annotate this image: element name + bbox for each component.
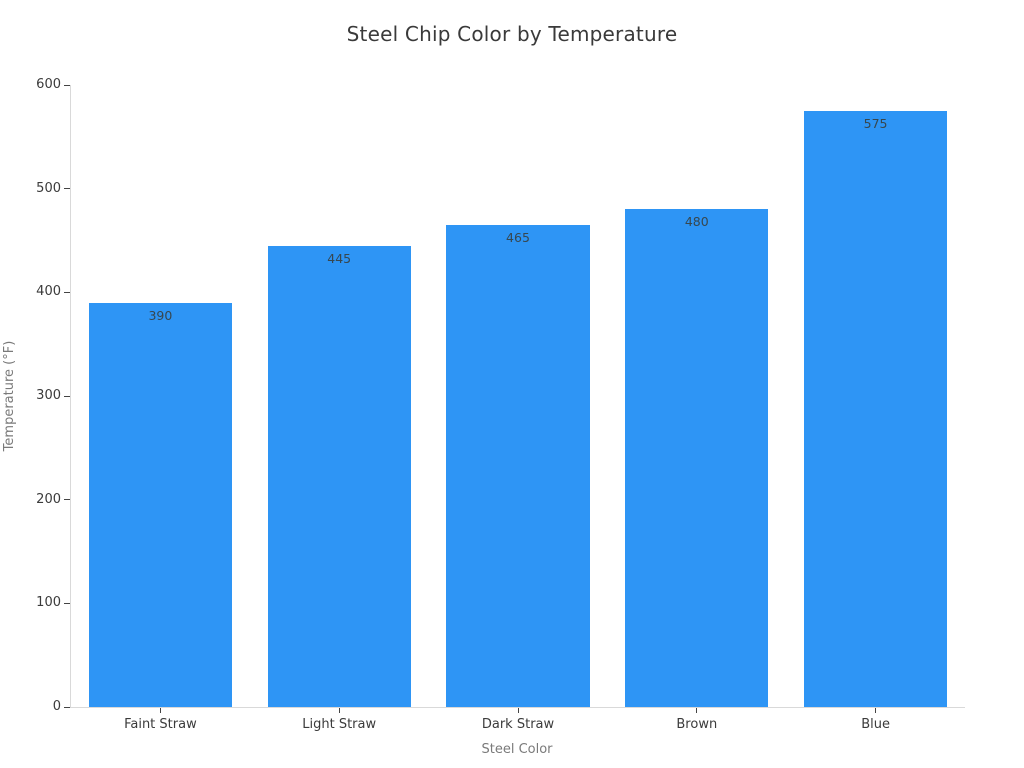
y-tick-mark-300 xyxy=(64,395,70,397)
x-tick-label-light-straw: Light Straw xyxy=(302,717,377,732)
x-axis-title: Steel Color xyxy=(481,742,553,757)
y-tick-mark-200 xyxy=(64,499,70,501)
y-tick-label-0: 0 xyxy=(52,699,61,714)
y-tick-label-400: 400 xyxy=(36,284,61,300)
x-tick-label-brown: Brown xyxy=(676,717,718,732)
bar-light-straw: 445 xyxy=(267,245,411,707)
bar-faint-straw: 390 xyxy=(88,302,232,707)
bar-dark-straw: 465 xyxy=(446,224,590,707)
x-tick-mark-faint-straw xyxy=(159,708,161,713)
y-tick-mark-100 xyxy=(64,602,70,604)
x-tick-mark-light-straw xyxy=(338,708,340,713)
x-tick-mark-dark-straw xyxy=(517,708,519,713)
plot-area: 0 100 200 300 400 500 600 390 Faint Straw 445 Ligh… xyxy=(36,78,965,732)
y-tick-mark-600 xyxy=(64,84,70,86)
y-tick-mark-0 xyxy=(64,706,70,708)
bar-value-label-brown: 480 xyxy=(684,214,709,230)
y-tick-label-300: 300 xyxy=(36,388,61,403)
x-tick-label-dark-straw: Dark Straw xyxy=(481,717,555,732)
bar-value-label-blue: 575 xyxy=(863,115,888,131)
bar-blue: 575 xyxy=(804,110,948,707)
y-tick-label-600: 600 xyxy=(36,77,61,92)
y-tick-mark-500 xyxy=(64,188,70,190)
y-axis-title: Temperature (°F) xyxy=(2,340,17,452)
x-tick-label-blue: Blue xyxy=(861,717,890,732)
y-tick-label-200: 200 xyxy=(36,491,61,507)
bar-value-label-dark-straw: 465 xyxy=(506,229,530,245)
bar-brown: 480 xyxy=(625,209,769,707)
chart-title: Steel Chip Color by Temperature xyxy=(346,22,678,46)
x-tick-mark-blue xyxy=(875,708,877,713)
bar-value-label-light-straw: 445 xyxy=(327,250,352,266)
x-tick-mark-brown xyxy=(696,708,698,713)
bar-value-label-faint-straw: 390 xyxy=(148,307,173,323)
y-tick-mark-400 xyxy=(64,291,70,293)
x-tick-label-faint-straw: Faint Straw xyxy=(124,717,197,732)
y-tick-label-500: 500 xyxy=(36,180,61,196)
y-tick-label-100: 100 xyxy=(36,595,61,611)
